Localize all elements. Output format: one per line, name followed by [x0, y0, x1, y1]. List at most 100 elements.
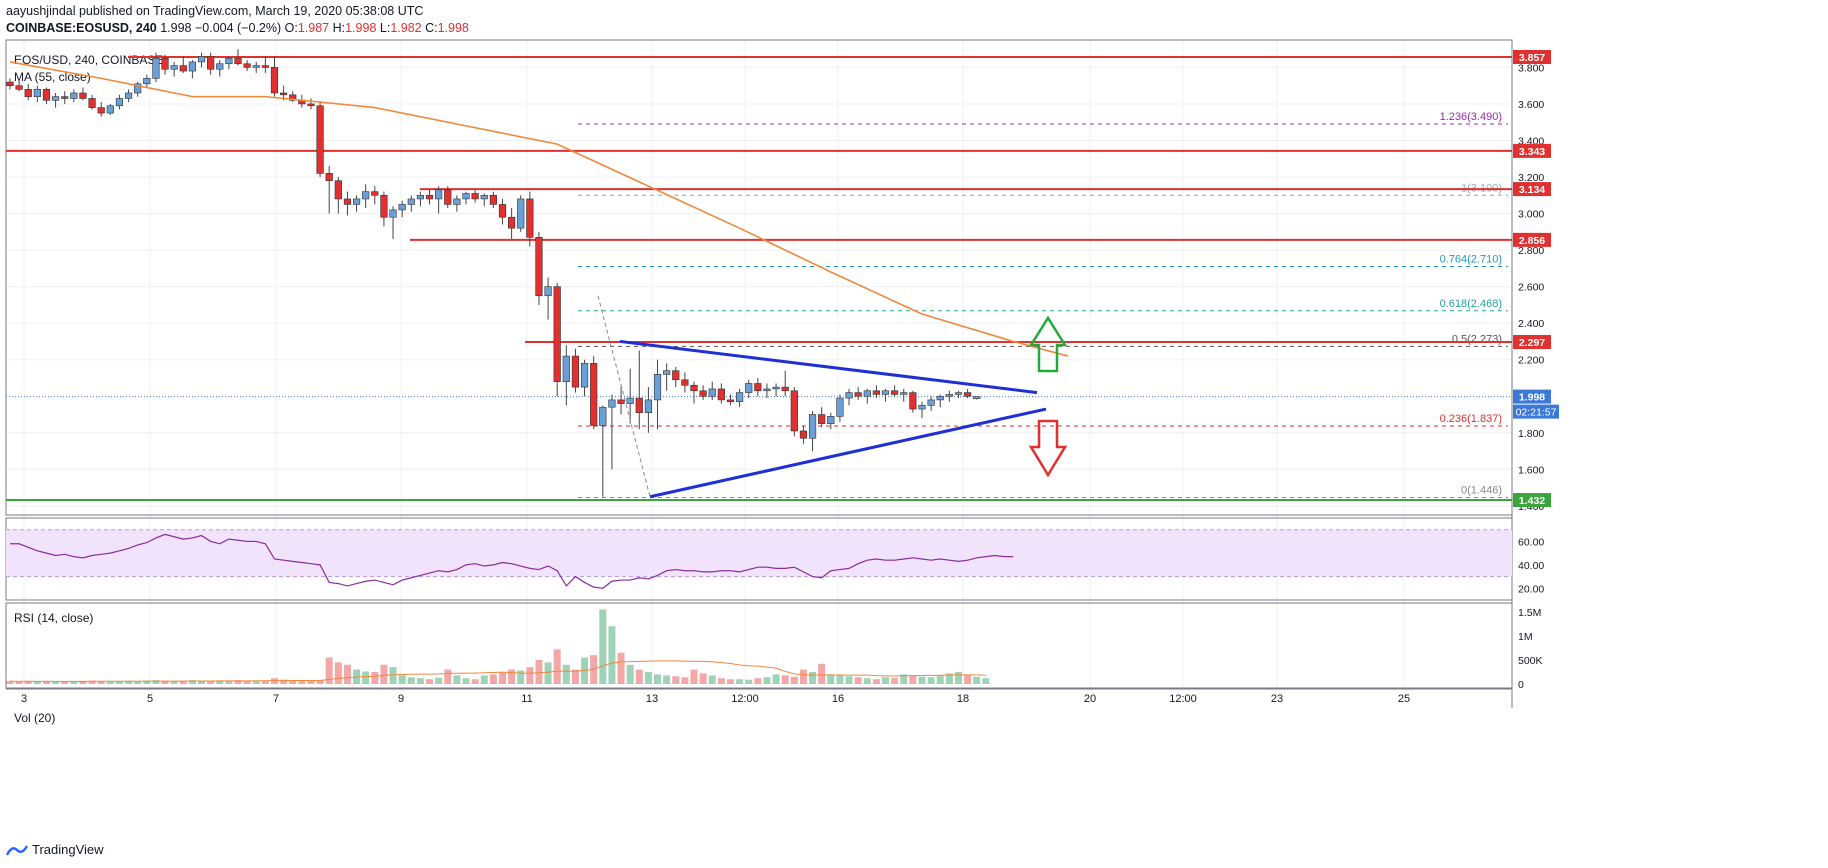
volume-bar: [745, 679, 753, 684]
fib-label: 0.5(2.273): [1452, 333, 1502, 345]
x-tick-label: 13: [646, 693, 658, 705]
volume-bar: [599, 609, 607, 684]
axis-labels: 3 5 7 9 11 13 12:00 16 18 20 12:00 23 25 3.800 3.600 3.…: [21, 62, 1544, 705]
x-tick-label: 25: [1398, 693, 1410, 705]
volume-bar: [252, 681, 260, 684]
candle-body: [635, 397, 643, 413]
candle-body: [818, 414, 826, 424]
volume-bar: [371, 671, 379, 684]
candle-body: [124, 92, 133, 99]
volume-bar: [863, 678, 871, 684]
volume-bar: [763, 677, 771, 684]
volume-bar: [134, 681, 142, 684]
candle-body: [389, 209, 397, 218]
candle-body: [243, 63, 251, 68]
candle-body: [261, 65, 269, 68]
volume-bar: [389, 667, 397, 684]
triangle-pattern: [597, 295, 1047, 499]
candle-body: [152, 57, 160, 79]
candle-body: [197, 56, 206, 63]
candle-body: [462, 193, 470, 200]
volume-bar: [608, 626, 616, 684]
rsi-tick-label: 40.00: [1518, 560, 1544, 572]
candle-body: [644, 399, 652, 413]
volume-bar: [699, 673, 707, 684]
candle-body: [945, 394, 953, 397]
publish-line: aayushjindal published on TradingView.co…: [6, 4, 424, 18]
volume-bars: [6, 609, 990, 684]
volume-bar: [289, 680, 297, 684]
candle-body: [918, 405, 926, 410]
volume-bar: [617, 652, 625, 684]
candle-body: [936, 395, 944, 401]
x-tick-label: 16: [832, 693, 844, 705]
price-tag-bg: [1513, 232, 1551, 247]
candle-body: [362, 191, 370, 200]
x-tick-label: 12:00: [1169, 693, 1197, 705]
candle-body: [134, 83, 142, 94]
candle-body: [471, 193, 479, 200]
candle-body: [61, 96, 69, 99]
candle-body: [790, 390, 798, 432]
candle-body: [735, 392, 744, 403]
volume-bar: [909, 675, 917, 684]
candle-body: [699, 390, 707, 397]
candle-body: [343, 198, 352, 205]
fib-label: 0.236(1.837): [1440, 413, 1502, 425]
volume-bar: [61, 681, 69, 684]
volume-bar: [982, 678, 990, 684]
candle-body: [252, 65, 260, 68]
price-tag-label: 3.134: [1519, 184, 1545, 196]
volume-bar: [444, 669, 452, 684]
high-label: H:: [332, 21, 346, 35]
volume-bar: [790, 676, 798, 684]
volume-bar: [261, 680, 269, 684]
candle-body: [498, 204, 507, 218]
x-tick-label: 11: [521, 693, 532, 705]
volume-bar: [216, 680, 224, 684]
candle-body: [480, 194, 488, 200]
volume-bar: [143, 680, 151, 684]
candle-body: [672, 370, 680, 381]
candle-body: [562, 355, 570, 382]
ohlc-header: COINBASE:EOSUSD, 240 1.998 −0.004 (−0.2%…: [6, 21, 469, 35]
open-value: 1.987: [297, 21, 330, 35]
volume-bar: [654, 674, 662, 684]
candle-body: [517, 198, 525, 229]
fib-label: 0(1.446): [1461, 484, 1502, 496]
volume-ma: [9, 660, 986, 682]
x-tick-label: 9: [398, 693, 404, 705]
candle-body: [963, 392, 972, 397]
volume-bar: [106, 681, 114, 684]
price-tag-bg: [1513, 389, 1551, 404]
volume-bar: [973, 676, 981, 684]
price-tick-label: 3.000: [1518, 209, 1544, 221]
fibonacci-levels: 1.236(3.490)1(3.100)0.764(2.710)0.618(2.…: [578, 111, 1508, 498]
x-tick-label: 5: [147, 693, 153, 705]
volume-bar: [407, 677, 415, 684]
volume-bar: [772, 674, 780, 684]
candle-body: [325, 173, 333, 181]
volume-bar: [170, 681, 178, 684]
chart-title: EOS/USD, 240, COINBASE: [14, 53, 163, 67]
fib-label: 0.764(2.710): [1440, 254, 1502, 266]
volume-bar: [188, 680, 196, 684]
volume-bar: [416, 678, 424, 684]
pane-frame-2: [5, 602, 1513, 689]
candle-body: [726, 399, 735, 403]
volume-bar: [818, 663, 826, 684]
vol-tick-label: 0: [1518, 679, 1524, 691]
volume-bar: [152, 680, 160, 684]
candle-body: [553, 286, 561, 382]
candle-body: [51, 96, 60, 101]
volume-bar: [954, 671, 962, 684]
volume-bar: [809, 671, 817, 684]
candle-body: [70, 92, 78, 99]
candle-body: [808, 414, 817, 439]
candle-body: [845, 392, 853, 399]
candle-body: [371, 191, 379, 196]
price-tag-bg: [1513, 143, 1551, 158]
rsi-series: [10, 533, 1014, 589]
candle-body: [954, 392, 963, 395]
